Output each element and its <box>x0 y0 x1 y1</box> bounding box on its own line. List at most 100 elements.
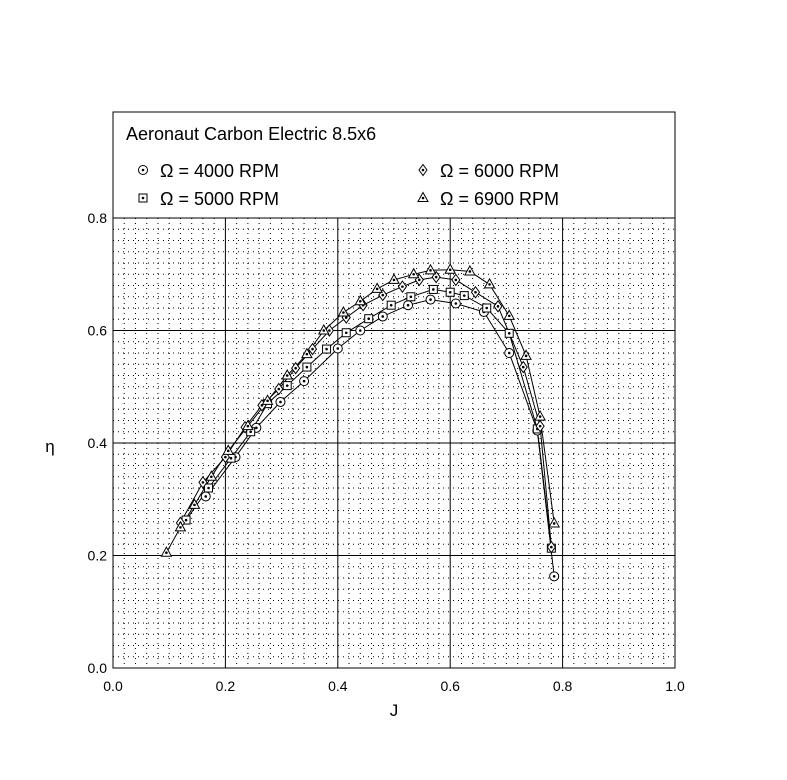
marker-center-dot <box>279 400 282 404</box>
data-point-triangle <box>317 323 330 335</box>
marker-center-dot <box>417 278 421 282</box>
data-point-diamond <box>535 419 545 433</box>
legend-label: Ω = 4000 RPM <box>160 161 279 181</box>
marker-center-dot <box>406 303 410 307</box>
legend: Ω = 4000 RPM Ω = 5000 RPM Ω = 6000 RPM Ω = … <box>138 161 559 209</box>
marker-center-dot <box>432 288 435 291</box>
marker-center-dot <box>485 306 489 310</box>
data-point-diamond <box>451 273 461 287</box>
marker-center-dot <box>294 366 297 370</box>
data-point-triangle <box>281 368 294 380</box>
marker-center-dot <box>507 351 511 355</box>
data-point-square <box>482 303 492 313</box>
data-point-circle <box>332 343 343 354</box>
data-point-diamond <box>291 361 301 375</box>
data-point-triangle <box>371 282 383 293</box>
x-tick-label: 0.0 <box>103 678 123 694</box>
series-markers <box>160 263 561 582</box>
data-point-square <box>504 328 514 338</box>
marker-center-dot <box>429 269 432 272</box>
legend-marker-circle <box>138 165 148 175</box>
marker-center-dot <box>381 315 385 318</box>
marker-center-dot <box>538 415 542 418</box>
marker-center-dot <box>224 455 227 459</box>
data-point-square <box>459 291 469 301</box>
tick-labels: 0.0 0.2 0.4 0.6 0.8 1.0 0.0 0.2 0.4 0.6 0.8 <box>88 210 685 694</box>
data-point-square <box>428 284 438 294</box>
marker-center-dot <box>421 168 425 172</box>
marker-center-dot <box>210 475 213 479</box>
data-point-triangle <box>222 444 235 455</box>
data-point-triangle <box>354 294 367 306</box>
data-point-triangle <box>301 347 313 359</box>
data-point-triangle <box>174 520 187 532</box>
marker-center-dot <box>328 329 331 332</box>
data-point-triangle <box>160 546 173 557</box>
data-point-diamond <box>307 342 318 356</box>
marker-center-dot <box>179 526 182 529</box>
data-point-triangle <box>261 394 274 405</box>
data-point-square <box>445 287 455 297</box>
marker-center-dot <box>305 365 309 369</box>
data-point-circle <box>504 348 515 358</box>
data-point-circle <box>377 311 388 322</box>
x-tick-label: 0.2 <box>216 678 236 694</box>
data-point-square <box>364 314 374 324</box>
data-point-triangle <box>548 516 561 528</box>
marker-center-dot <box>201 481 205 484</box>
marker-center-dot <box>266 399 269 403</box>
marker-center-dot <box>381 293 385 297</box>
data-point-diamond <box>470 285 481 299</box>
marker-center-dot <box>277 387 281 391</box>
marker-center-dot <box>524 354 528 358</box>
marker-center-dot <box>375 287 379 291</box>
data-point-triangle <box>424 263 437 275</box>
data-point-circle <box>403 300 414 311</box>
marker-center-dot <box>412 272 415 276</box>
marker-center-dot <box>141 168 145 172</box>
legend-marker-square <box>138 193 148 203</box>
x-tick-label: 1.0 <box>665 678 685 694</box>
data-point-triangle <box>205 470 218 481</box>
marker-center-dot <box>462 294 466 297</box>
legend-label: Ω = 6000 RPM <box>440 161 559 181</box>
series-line-circle <box>205 299 555 577</box>
marker-center-dot <box>507 332 511 335</box>
marker-center-dot <box>401 285 404 288</box>
grid <box>112 217 676 669</box>
marker-center-dot <box>336 347 340 350</box>
data-point-triangle <box>534 410 546 421</box>
data-point-diamond <box>546 540 556 554</box>
data-point-triangle <box>337 305 350 317</box>
legend-marker-triangle <box>417 191 429 202</box>
data-point-triangle <box>444 263 457 274</box>
data-point-square <box>204 483 214 493</box>
series-line-square <box>185 288 552 549</box>
marker-center-dot <box>204 495 208 498</box>
marker-center-dot <box>165 551 168 554</box>
marker-center-dot <box>552 522 556 525</box>
marker-center-dot <box>226 449 230 453</box>
marker-center-dot <box>434 275 438 279</box>
marker-center-dot <box>246 424 250 428</box>
y-tick-label: 0.0 <box>88 660 108 676</box>
data-point-diamond <box>397 280 408 293</box>
data-point-triangle <box>464 264 476 276</box>
x-tick-label: 0.6 <box>440 678 460 694</box>
data-point-square <box>302 362 312 372</box>
marker-center-dot <box>285 374 289 377</box>
data-point-square <box>386 300 396 310</box>
legend-box <box>112 111 676 219</box>
marker-center-dot <box>367 317 371 320</box>
marker-center-dot <box>255 426 258 430</box>
data-point-diamond <box>518 360 528 374</box>
x-tick-label: 0.8 <box>553 678 573 694</box>
marker-center-dot <box>421 196 425 200</box>
marker-center-dot <box>429 298 432 301</box>
marker-center-dot <box>454 278 458 282</box>
data-point-circle <box>275 396 286 407</box>
data-point-diamond <box>493 299 503 313</box>
marker-center-dot <box>496 305 500 308</box>
data-point-diamond <box>274 382 284 396</box>
